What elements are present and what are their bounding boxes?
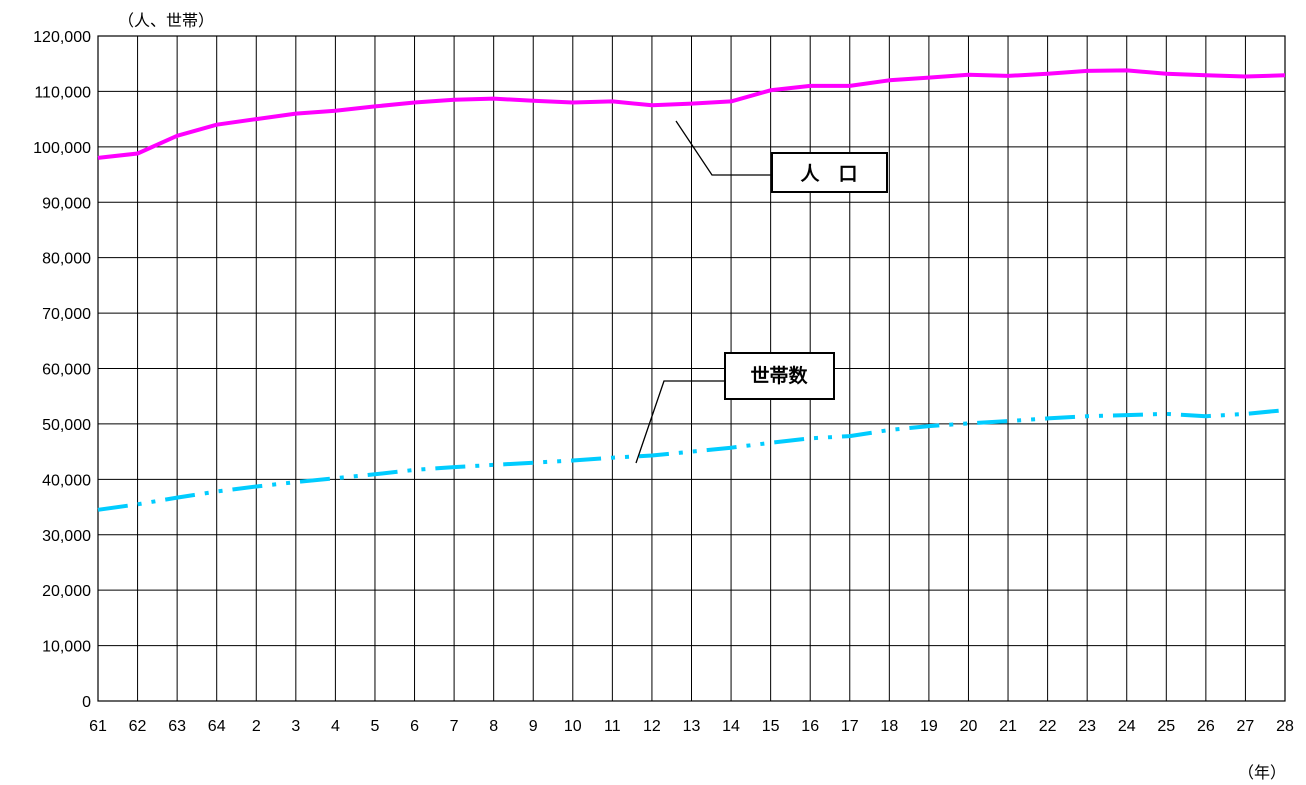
x-tick-label: 14 — [722, 718, 740, 735]
x-tick-label: 11 — [604, 718, 621, 735]
x-tick-label: 3 — [291, 718, 300, 735]
x-tick-label: 64 — [208, 718, 226, 735]
x-tick-label: 22 — [1039, 718, 1057, 735]
y-tick-label: 90,000 — [42, 195, 91, 212]
y-tick-label: 70,000 — [42, 306, 91, 323]
y-tick-label: 80,000 — [42, 251, 91, 268]
x-tick-label: 12 — [643, 718, 661, 735]
households-leader-line — [635, 380, 725, 464]
population-label: 人 口 — [800, 163, 857, 185]
y-tick-label: 10,000 — [42, 639, 91, 656]
x-tick-label: 28 — [1276, 718, 1294, 735]
x-tick-label: 26 — [1197, 718, 1215, 735]
x-tick-label: 17 — [841, 718, 859, 735]
x-tick-label: 8 — [489, 718, 498, 735]
x-tick-label: 10 — [564, 718, 582, 735]
x-tick-label: 62 — [129, 718, 147, 735]
x-tick-label: 6 — [410, 718, 419, 735]
households-label: 世帯数 — [750, 364, 808, 387]
population-leader-line — [675, 120, 772, 176]
y-tick-label: 100,000 — [33, 140, 91, 157]
x-tick-label: 25 — [1157, 718, 1175, 735]
y-axis-ticks: 0 10,000 20,000 30,000 40,000 50,000 60,000 70,… — [33, 29, 91, 711]
y-tick-label: 110,000 — [34, 84, 91, 101]
y-axis-unit-label: （人、世帯） — [118, 11, 214, 30]
x-tick-label: 61 — [89, 718, 107, 735]
x-tick-label: 20 — [960, 718, 978, 735]
y-tick-label: 30,000 — [42, 528, 91, 545]
y-tick-label: 40,000 — [42, 472, 91, 489]
plot-area-border — [97, 35, 1286, 702]
y-tick-label: 120,000 — [33, 29, 91, 46]
x-tick-label: 24 — [1118, 718, 1136, 735]
x-tick-label: 19 — [920, 718, 938, 735]
x-tick-label: 5 — [371, 718, 380, 735]
x-tick-label: 27 — [1237, 718, 1255, 735]
x-tick-label: 4 — [331, 718, 340, 735]
y-tick-label: 0 — [82, 694, 91, 711]
x-tick-label: 15 — [762, 718, 780, 735]
households-annotation: 世帯数 — [635, 352, 835, 464]
y-tick-label: 50,000 — [42, 417, 91, 434]
households-series-line — [97, 408, 1286, 512]
population-series-line — [97, 68, 1286, 160]
x-tick-label: 21 — [999, 718, 1017, 735]
grid-lines — [97, 35, 1286, 702]
y-tick-label: 60,000 — [42, 362, 91, 379]
x-tick-label: 13 — [683, 718, 701, 735]
y-tick-label: 20,000 — [42, 583, 91, 600]
x-tick-label: 18 — [880, 718, 898, 735]
x-tick-label: 9 — [529, 718, 538, 735]
population-label-box — [771, 152, 888, 193]
x-axis-unit-label: （年） — [1238, 763, 1286, 782]
x-tick-label: 2 — [252, 718, 261, 735]
x-tick-label: 63 — [168, 718, 186, 735]
x-tick-label: 16 — [801, 718, 819, 735]
x-axis-ticks: 61 62 63 64 2 3 4 5 6 7 8 9 10 11 12 13 14 15 16 17 18 19 20 21… — [89, 718, 1294, 735]
series-lines — [97, 68, 1286, 512]
x-tick-label: 23 — [1078, 718, 1096, 735]
households-label-box — [724, 352, 835, 400]
population-annotation: 人 口 — [675, 120, 888, 193]
x-tick-label: 7 — [450, 718, 459, 735]
